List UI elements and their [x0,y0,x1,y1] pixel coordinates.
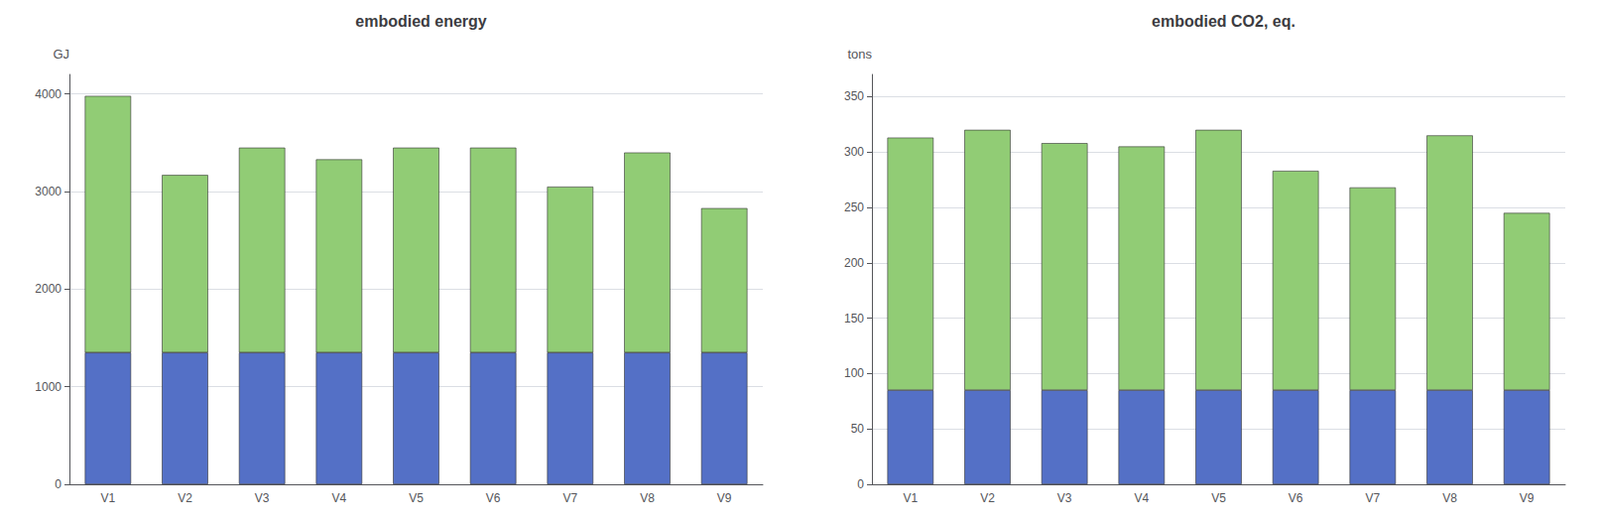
svg-text:200: 200 [844,255,864,270]
svg-text:V7: V7 [1364,491,1380,505]
svg-text:50: 50 [851,421,865,436]
svg-text:300: 300 [844,144,864,159]
svg-text:V9: V9 [717,491,733,505]
svg-text:1000: 1000 [34,379,62,394]
svg-text:V5: V5 [408,491,424,505]
svg-text:V1: V1 [902,491,918,505]
svg-text:3000: 3000 [34,184,62,199]
svg-text:0: 0 [857,477,864,492]
svg-text:250: 250 [844,200,864,215]
svg-text:V8: V8 [639,491,655,505]
svg-text:V9: V9 [1519,491,1535,505]
svg-text:V1: V1 [100,491,116,505]
svg-text:V4: V4 [1133,491,1149,505]
svg-text:V4: V4 [331,491,347,505]
svg-text:V6: V6 [486,491,501,505]
svg-text:V2: V2 [980,491,995,505]
svg-text:100: 100 [844,366,864,380]
svg-text:0: 0 [54,477,62,492]
svg-text:embodied energy: embodied energy [355,12,488,30]
svg-text:V3: V3 [1057,491,1073,505]
svg-text:150: 150 [844,311,864,326]
svg-text:embodied CO2, eq.: embodied CO2, eq. [1151,12,1296,30]
svg-text:V7: V7 [562,491,578,505]
svg-text:V2: V2 [177,491,193,505]
svg-text:4000: 4000 [34,87,62,102]
svg-text:350: 350 [844,89,864,104]
svg-text:V3: V3 [254,491,270,505]
svg-text:GJ: GJ [52,46,70,62]
svg-text:V8: V8 [1442,491,1458,505]
svg-text:V5: V5 [1211,491,1227,505]
svg-text:2000: 2000 [34,281,62,296]
svg-text:V6: V6 [1288,491,1304,505]
svg-text:tons: tons [847,46,872,62]
